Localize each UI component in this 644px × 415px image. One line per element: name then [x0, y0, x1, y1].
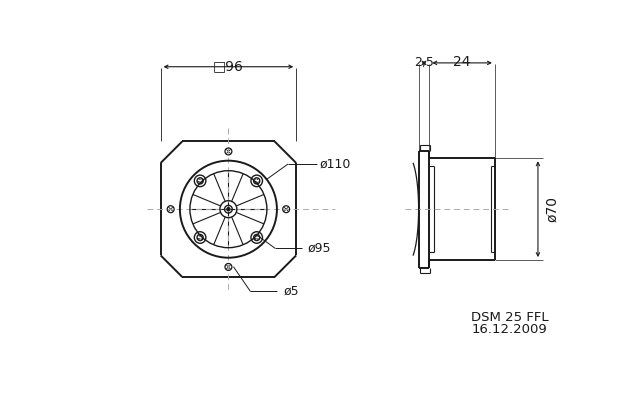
Text: ø110: ø110 [319, 157, 351, 171]
Text: ø5: ø5 [283, 285, 299, 298]
Circle shape [227, 208, 230, 211]
Text: DSM 25 FFL: DSM 25 FFL [471, 311, 548, 324]
Text: 24: 24 [453, 55, 471, 69]
Text: □96: □96 [213, 59, 244, 73]
Text: ø95: ø95 [307, 242, 331, 255]
Text: 2,5: 2,5 [414, 56, 434, 68]
Text: ø70: ø70 [545, 196, 559, 222]
Text: 16.12.2009: 16.12.2009 [471, 323, 547, 336]
